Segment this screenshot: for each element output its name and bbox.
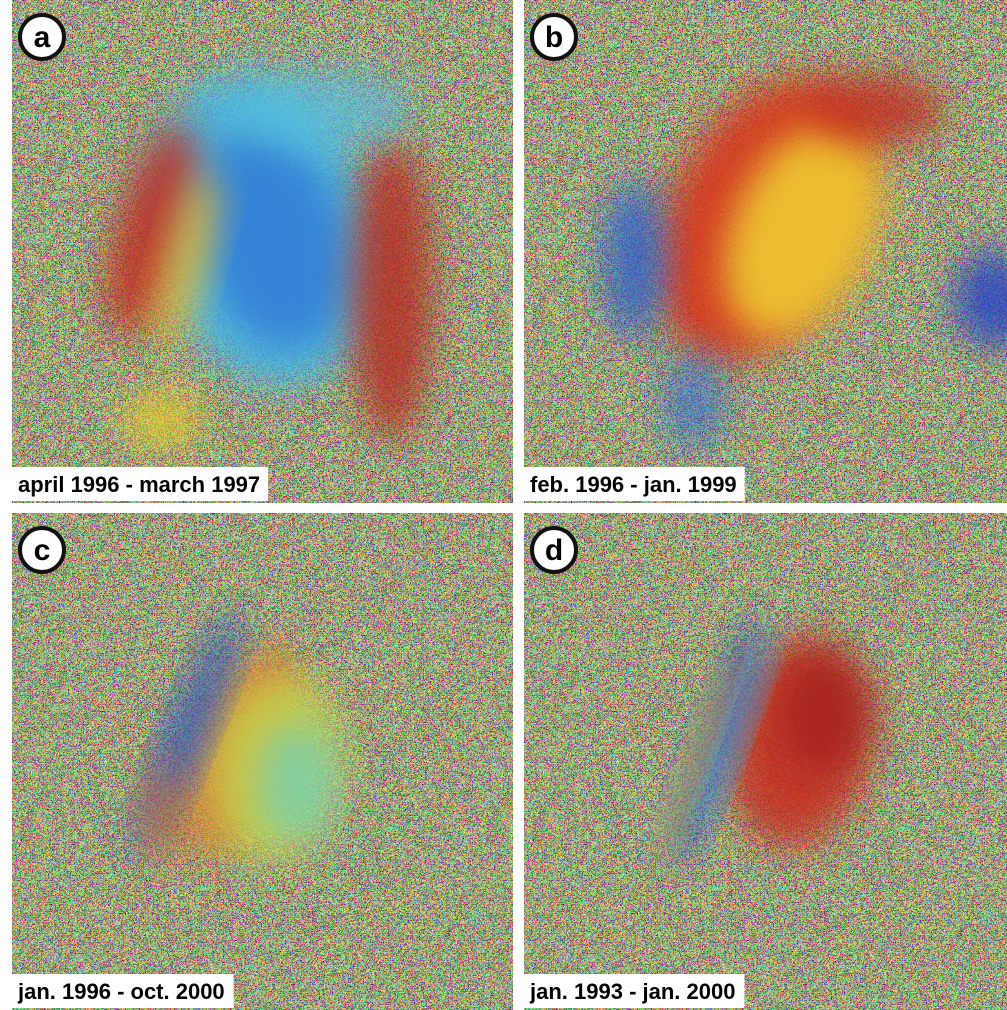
deformation-fringe [142,763,182,863]
caption: jan. 1993 - jan. 2000 [529,979,735,1004]
panel: d jan. 1993 - jan. 2000 [524,513,1007,1010]
caption: feb. 1996 - jan. 1999 [530,472,737,497]
panel: c jan. 1996 - oct. 2000 [12,513,513,1010]
deformation-fringe [779,653,869,773]
deformation-fringe [604,180,664,340]
panel-label: b [545,21,563,54]
deformation-fringe [232,70,412,150]
deformation-fringe [122,390,202,450]
deformation-fringe [352,140,432,440]
panel-label: d [545,534,563,567]
deformation-fringe [257,723,337,843]
panel: a april 1996 - march 1997 [12,0,513,503]
panel: b feb. 1996 - jan. 1999 [524,0,1007,503]
caption: jan. 1996 - oct. 2000 [17,979,225,1004]
deformation-fringe [804,75,944,145]
deformation-fringe [664,350,724,450]
page: a april 1996 - march 1997 b feb. 1996 - jan… [0,0,1007,1010]
panel-label: a [34,21,51,54]
figure: a april 1996 - march 1997 b feb. 1996 - jan… [0,0,1007,1010]
panel-label: c [34,534,51,567]
caption: april 1996 - march 1997 [18,472,260,497]
